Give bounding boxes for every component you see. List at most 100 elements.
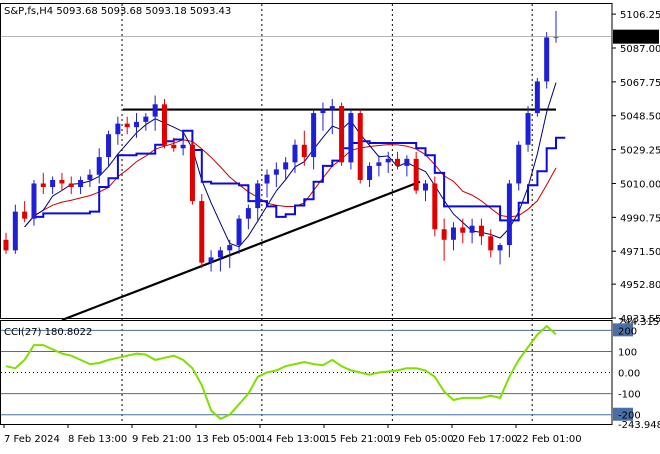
candle-body — [134, 121, 140, 128]
candle — [441, 218, 447, 261]
candle — [432, 176, 438, 237]
candle-body — [506, 183, 512, 246]
candle-body — [339, 106, 345, 163]
candle-body — [432, 183, 438, 230]
cci-tick-label: 0.00 — [618, 369, 640, 380]
time-tick-label: 7 Feb 2024 — [4, 434, 60, 445]
candle — [469, 218, 475, 244]
candle-body — [3, 239, 9, 251]
candle-body — [450, 227, 456, 240]
candle — [22, 201, 28, 223]
price-panel-frame — [0, 3, 613, 319]
candle — [478, 218, 484, 246]
candle-body — [273, 169, 279, 175]
current-price-badge — [613, 29, 659, 44]
time-tick-label: 8 Feb 13:00 — [68, 434, 127, 445]
time-tick-label: 13 Feb 05:00 — [196, 434, 262, 445]
cci-panel-frame — [0, 320, 613, 425]
candle-body — [329, 106, 335, 110]
candle-body — [115, 123, 121, 135]
candle-body — [404, 158, 410, 166]
candle — [534, 77, 540, 117]
candle — [348, 109, 354, 170]
candle-body — [245, 208, 251, 219]
cci-tick-label: -100 — [618, 390, 641, 401]
candle — [292, 139, 298, 173]
candle — [245, 204, 251, 230]
candle — [329, 99, 335, 135]
candle — [255, 179, 261, 223]
candle — [236, 215, 242, 254]
candle — [227, 239, 233, 268]
candle-body — [357, 113, 363, 180]
candle-body — [12, 211, 18, 251]
candle-body — [376, 162, 382, 166]
candle-body — [460, 227, 466, 233]
candle-body — [255, 183, 261, 209]
cci-tick-label: 200 — [618, 326, 637, 337]
candle — [395, 151, 401, 170]
candle — [385, 151, 391, 173]
candle-body — [525, 113, 531, 145]
candle — [180, 130, 186, 156]
candle — [273, 162, 279, 187]
candle — [134, 113, 140, 138]
candle — [152, 95, 158, 131]
candle-body — [236, 218, 242, 246]
price-tick-label: 5106.25 — [620, 10, 660, 21]
candle — [161, 99, 167, 149]
cci-tick-label: -200 — [618, 411, 641, 422]
candle — [283, 157, 289, 180]
candle-body — [544, 37, 550, 82]
candle — [516, 141, 522, 191]
candle — [460, 218, 466, 244]
candle-body — [189, 144, 195, 202]
candle — [171, 137, 177, 152]
candle-body — [441, 229, 447, 240]
candle-body — [96, 157, 102, 175]
candle — [68, 176, 74, 195]
cci-tick-label: 244.3151 — [618, 317, 660, 328]
price-tick-label: 5048.50 — [620, 112, 660, 123]
candle-body — [227, 245, 233, 251]
candle — [78, 176, 84, 195]
candle-body — [516, 144, 522, 184]
candle-body — [348, 113, 354, 163]
candle — [357, 109, 363, 184]
candle-body — [143, 116, 149, 122]
candle-body — [311, 113, 317, 158]
price-tick-label: 4933.55 — [620, 314, 660, 325]
candle — [264, 169, 270, 198]
candle-body — [367, 165, 373, 180]
candle-body — [478, 225, 484, 237]
candle — [12, 204, 18, 254]
candle-body — [208, 257, 214, 263]
candle — [450, 222, 456, 251]
fast-moving-average — [24, 82, 557, 248]
candle — [497, 243, 503, 265]
candle-body — [68, 183, 74, 187]
candle-body — [199, 201, 205, 263]
candle — [488, 229, 494, 258]
rising-trendline — [61, 180, 421, 322]
candle-body — [385, 158, 391, 163]
cci-tick-label: -243.9482 — [618, 420, 660, 431]
cci-line — [5, 324, 557, 421]
candle — [525, 106, 531, 152]
slow-moving-average — [24, 139, 557, 228]
price-tick-label: 5087.00 — [620, 44, 660, 55]
candle-body — [395, 158, 401, 166]
candle — [217, 246, 223, 272]
candle-body — [217, 250, 223, 258]
candle — [376, 155, 382, 177]
candle — [115, 116, 121, 145]
candle-body — [152, 104, 158, 117]
candle-body — [22, 211, 28, 219]
cci-level-badge — [613, 323, 633, 337]
candle — [143, 113, 149, 131]
candle-body — [320, 109, 326, 114]
candle-body — [488, 236, 494, 251]
candle — [311, 109, 317, 170]
